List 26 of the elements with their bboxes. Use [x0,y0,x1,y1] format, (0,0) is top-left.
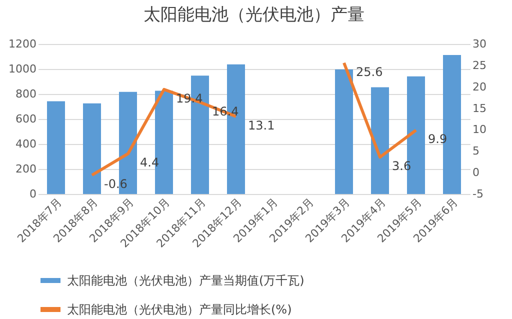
y2-tick-label: -5 [472,188,484,200]
y-tick-label: 1200 [8,38,36,50]
y2-tick-label: 0 [472,166,480,180]
data-label: 25.6 [356,64,383,79]
y2-tick-label: 20 [472,80,486,94]
y2-tick-label: 10 [472,123,486,136]
legend-label: 太阳能电池（光伏电池）产量同比增长(%) [67,302,292,316]
bar [371,87,389,194]
legend-label: 太阳能电池（光伏电池）产量当期值(万千瓦) [67,274,304,288]
data-label: 13.1 [248,118,275,132]
y2-tick-label: 5 [472,144,480,158]
y-tick-label: 0 [30,188,36,200]
chart-title: 太阳能电池（光伏电池）产量 [144,5,364,25]
bar [335,69,353,194]
bar [83,103,101,194]
y-tick-label: 400 [16,138,36,150]
y2-tick-label: 30 [472,38,486,50]
y2-tick-label: 15 [472,102,486,115]
y-tick-label: 1000 [8,62,36,76]
y-tick-label: 200 [16,162,36,176]
bar [47,101,65,194]
data-label: 19.4 [176,91,203,106]
y2-tick-label: 25 [472,58,486,72]
y-tick-label: 600 [16,112,36,126]
y-tick-label: 800 [16,88,36,100]
data-label: 16.4 [212,104,239,118]
